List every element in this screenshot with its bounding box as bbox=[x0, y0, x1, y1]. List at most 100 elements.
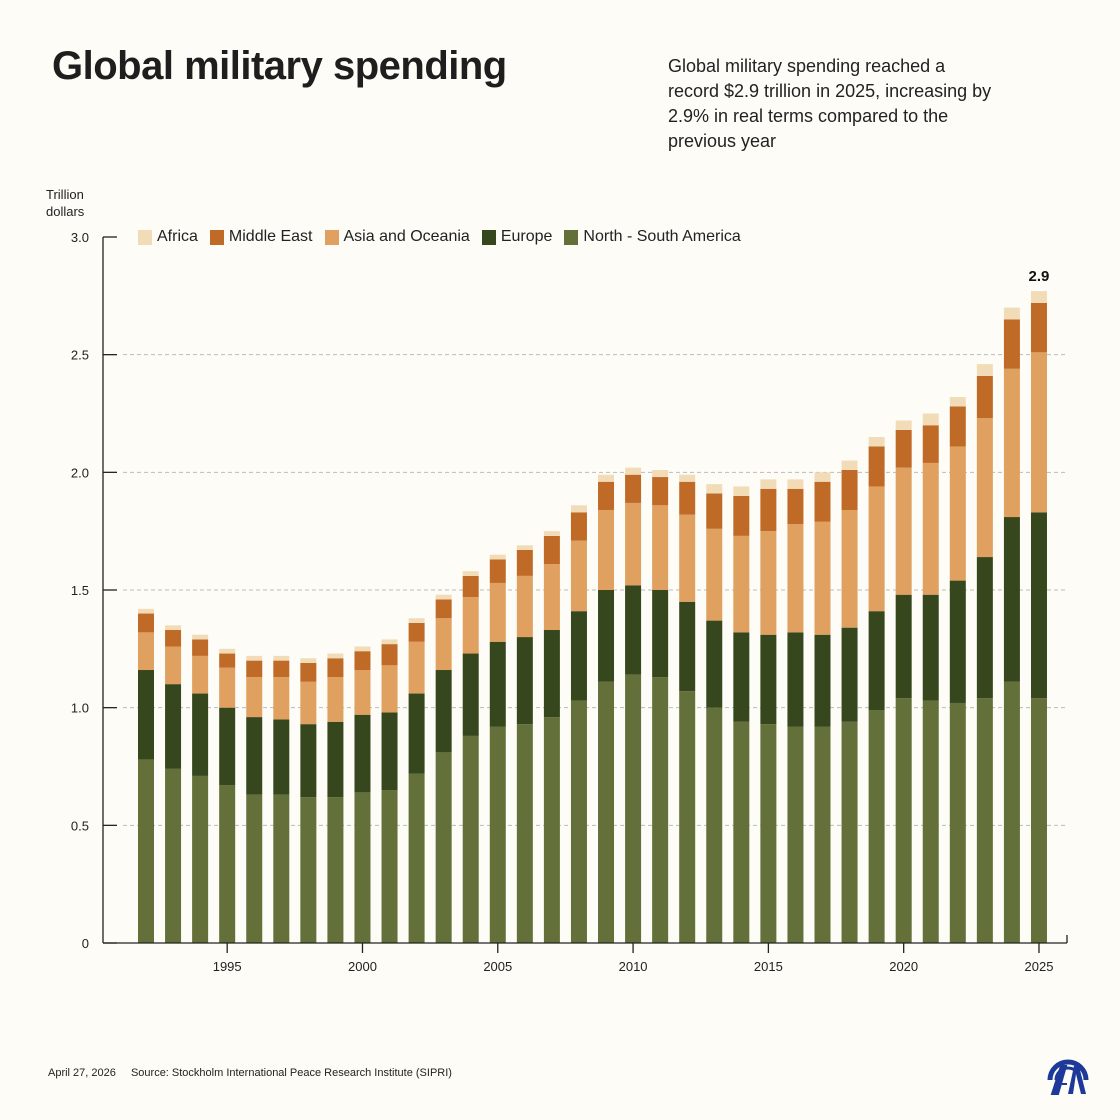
bar-segment-europe bbox=[706, 620, 723, 708]
bar-segment-north-south-america bbox=[219, 785, 236, 943]
bar-segment-europe bbox=[165, 684, 182, 769]
bar-segment-europe bbox=[868, 611, 885, 711]
bar-segment-asia-and-oceania bbox=[1030, 352, 1047, 513]
bar-segment-middle-east bbox=[435, 599, 452, 619]
bar-segment-north-south-america bbox=[976, 698, 993, 943]
bar-segment-middle-east bbox=[976, 375, 993, 419]
legend-label: Asia and Oceania bbox=[343, 228, 470, 245]
bar-segment-middle-east bbox=[138, 613, 154, 633]
x-tick-label: 2025 bbox=[1025, 959, 1054, 974]
bar-segment-middle-east bbox=[679, 481, 696, 515]
bar-segment-asia-and-oceania bbox=[760, 531, 777, 635]
bar-segment-asia-and-oceania bbox=[489, 582, 506, 642]
bar-segment-north-south-america bbox=[922, 700, 939, 943]
footer: April 27, 2026 Source: Stockholm Interna… bbox=[48, 1067, 464, 1079]
bar-segment-europe bbox=[246, 717, 263, 795]
bar-segment-africa bbox=[138, 608, 154, 614]
chart-title: Global military spending bbox=[52, 44, 507, 88]
bar-segment-asia-and-oceania bbox=[138, 632, 154, 671]
bar-segment-africa bbox=[706, 484, 723, 494]
bar-segment-europe bbox=[273, 719, 290, 795]
bar-segment-north-south-america bbox=[138, 759, 154, 943]
legend-swatch bbox=[324, 229, 339, 245]
bar-segment-middle-east bbox=[246, 660, 263, 678]
bar-segment-asia-and-oceania bbox=[381, 665, 398, 713]
bar-segment-asia-and-oceania bbox=[273, 677, 290, 720]
legend: Africa Middle East Asia and Oceania Europe N… bbox=[138, 228, 741, 246]
bar-segment-europe bbox=[192, 693, 209, 776]
bar-segment-europe bbox=[327, 721, 344, 798]
bar-segment-middle-east bbox=[408, 622, 425, 642]
bar-segment-europe bbox=[381, 712, 398, 791]
bar-segment-north-south-america bbox=[625, 674, 642, 943]
bar-segment-asia-and-oceania bbox=[598, 509, 615, 590]
bar-segment-asia-and-oceania bbox=[922, 462, 939, 595]
bar-segment-africa bbox=[381, 639, 398, 645]
bar-segment-europe bbox=[733, 632, 750, 722]
bar-segment-middle-east bbox=[787, 488, 804, 525]
bar-segment-north-south-america bbox=[192, 775, 209, 943]
bar-segment-africa bbox=[733, 486, 750, 496]
bar-segment-africa bbox=[516, 545, 533, 550]
legend-label: Middle East bbox=[228, 228, 313, 245]
bar-segment-middle-east bbox=[273, 660, 290, 678]
bar-segment-europe bbox=[652, 590, 669, 678]
bar-segment-north-south-america bbox=[1003, 681, 1020, 943]
bar-segment-africa bbox=[354, 646, 371, 652]
bar-segment-africa bbox=[679, 474, 696, 482]
bar-segment-middle-east bbox=[625, 474, 642, 503]
bar-segment-north-south-america bbox=[787, 726, 804, 943]
bar-segment-asia-and-oceania bbox=[165, 646, 182, 685]
y-axis-label-line1: Trillion bbox=[46, 187, 84, 202]
bar-segment-europe bbox=[138, 670, 154, 760]
bar-segment-asia-and-oceania bbox=[327, 677, 344, 722]
bar-segment-europe bbox=[922, 594, 939, 701]
legend-label: Africa bbox=[157, 228, 198, 245]
bar-segment-europe bbox=[435, 670, 452, 753]
bar-segment-africa bbox=[300, 658, 317, 663]
bar-segment-middle-east bbox=[165, 630, 182, 647]
bar-segment-africa bbox=[1030, 291, 1047, 303]
legend-item: Africa bbox=[138, 228, 198, 246]
x-tick-label: 1995 bbox=[213, 959, 242, 974]
bar-segment-middle-east bbox=[733, 495, 750, 536]
bar-segment-europe bbox=[489, 641, 506, 727]
bar-segment-africa bbox=[192, 634, 209, 640]
bar-segment-middle-east bbox=[1003, 319, 1020, 369]
bar-segment-north-south-america bbox=[300, 797, 317, 943]
x-tick-label: 2015 bbox=[754, 959, 783, 974]
bar-segment-middle-east bbox=[327, 658, 344, 678]
bar-segment-europe bbox=[976, 557, 993, 699]
bar-segment-middle-east bbox=[489, 559, 506, 583]
legend-item: Middle East bbox=[209, 228, 313, 246]
bar-segment-middle-east bbox=[219, 653, 236, 668]
bar-segment-europe bbox=[354, 714, 371, 793]
bar-segment-middle-east bbox=[462, 575, 479, 598]
bar-segment-africa bbox=[246, 655, 263, 661]
bar-segment-north-south-america bbox=[516, 724, 533, 943]
bar-segment-africa bbox=[949, 397, 966, 407]
bar-segment-asia-and-oceania bbox=[706, 528, 723, 621]
bar-segment-asia-and-oceania bbox=[868, 486, 885, 612]
legend-label: Europe bbox=[500, 228, 553, 245]
y-tick-label: 0 bbox=[82, 936, 89, 951]
bar-segment-middle-east bbox=[868, 446, 885, 487]
total-annotation: 2.9 bbox=[1029, 268, 1050, 285]
y-tick-label: 2.5 bbox=[71, 348, 89, 363]
bar-segment-europe bbox=[300, 724, 317, 798]
legend-swatch bbox=[138, 229, 152, 245]
x-tick-label: 2005 bbox=[483, 959, 512, 974]
bar-segment-north-south-america bbox=[327, 797, 344, 943]
bar-segment-africa bbox=[625, 467, 642, 475]
bar-segment-middle-east bbox=[543, 535, 560, 565]
bar-segment-north-south-america bbox=[733, 721, 750, 943]
bar-segment-middle-east bbox=[841, 469, 858, 510]
bar-segment-africa bbox=[895, 420, 912, 430]
bar-segment-africa bbox=[327, 653, 344, 659]
bar-segment-europe bbox=[1003, 517, 1020, 682]
bar-segment-asia-and-oceania bbox=[462, 597, 479, 654]
bar-segment-north-south-america bbox=[543, 717, 560, 943]
bar-segment-europe bbox=[760, 634, 777, 725]
bar-segment-africa bbox=[165, 625, 182, 631]
y-tick-label: 2.0 bbox=[71, 465, 89, 480]
